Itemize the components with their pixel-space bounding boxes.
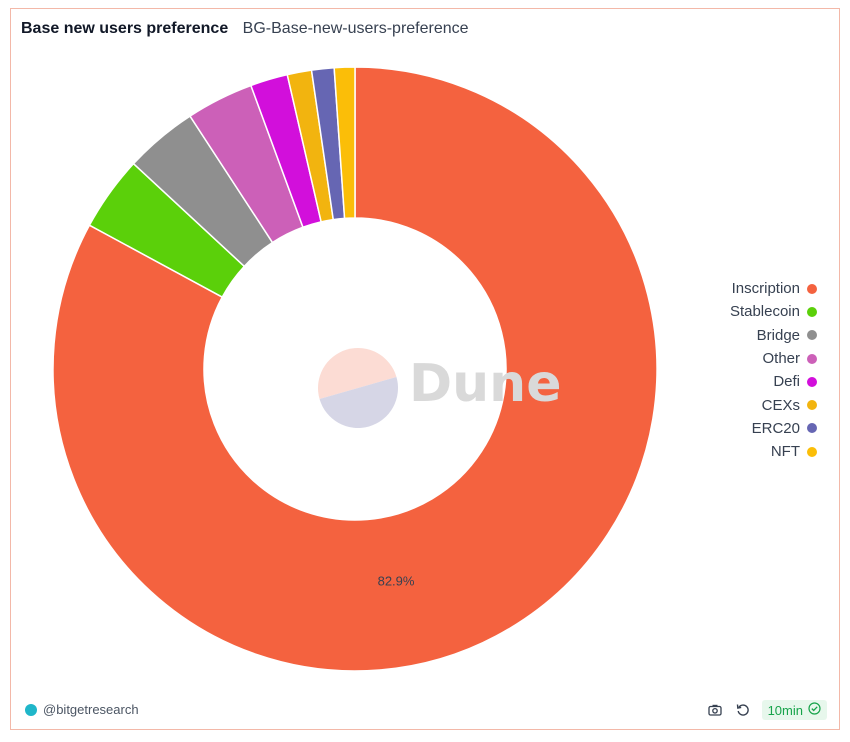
legend-item-stablecoin[interactable]: Stablecoin <box>730 300 817 323</box>
legend-dot-icon <box>807 376 817 387</box>
legend-dot-icon <box>807 353 817 364</box>
slice-inscription[interactable] <box>52 66 658 672</box>
refresh-icon[interactable] <box>734 701 752 719</box>
chart-header: Base new users preference BG-Base-new-us… <box>21 20 469 38</box>
legend-label: Bridge <box>756 326 800 344</box>
legend-label: Other <box>762 350 800 368</box>
legend-label: ERC20 <box>751 419 800 437</box>
check-circle-icon <box>808 702 821 718</box>
legend-item-other[interactable]: Other <box>730 347 817 370</box>
legend-item-nft[interactable]: NFT <box>730 440 817 463</box>
footer-author[interactable]: @bitgetresearch <box>25 702 139 717</box>
legend-dot-icon <box>807 330 817 341</box>
legend-item-defi[interactable]: Defi <box>730 370 817 393</box>
chart-title: Base new users preference <box>21 20 229 37</box>
legend-item-cexs[interactable]: CEXs <box>730 393 817 416</box>
author-name: @bitgetresearch <box>43 702 139 717</box>
legend-dot-icon <box>807 400 817 411</box>
legend-item-bridge[interactable]: Bridge <box>730 324 817 347</box>
donut-slices <box>52 66 658 672</box>
chart-subtitle: BG-Base-new-users-preference <box>242 20 469 37</box>
refresh-interval-badge[interactable]: 10min <box>761 700 827 720</box>
donut-chart: Dune 82.9% <box>52 66 658 672</box>
legend-label: CEXs <box>761 396 800 414</box>
watermark-logo-top <box>318 348 397 400</box>
slice-label-inscription: 82.9% <box>378 574 415 589</box>
chart-legend: Inscription Stablecoin Bridge Other Defi CEXs… <box>730 277 817 463</box>
watermark-logo-bottom <box>319 376 398 429</box>
refresh-interval-label: 10min <box>767 702 803 718</box>
dune-watermark: Dune <box>318 348 561 429</box>
legend-label: Defi <box>773 373 800 391</box>
legend-dot-icon <box>807 446 817 457</box>
watermark-text: Dune <box>409 354 561 414</box>
footer-actions: 10min <box>706 700 827 720</box>
legend-dot-icon <box>807 306 817 317</box>
slice-nft[interactable] <box>333 66 356 220</box>
legend-item-inscription[interactable]: Inscription <box>730 277 817 300</box>
legend-dot-icon <box>807 283 817 294</box>
chart-panel: Base new users preference BG-Base-new-us… <box>10 8 840 730</box>
legend-label: Inscription <box>731 280 800 298</box>
camera-icon[interactable] <box>706 701 724 719</box>
legend-item-erc20[interactable]: ERC20 <box>730 417 817 440</box>
legend-dot-icon <box>807 423 817 434</box>
legend-label: NFT <box>770 443 800 461</box>
author-avatar-icon <box>25 703 37 716</box>
legend-label: Stablecoin <box>729 303 800 321</box>
